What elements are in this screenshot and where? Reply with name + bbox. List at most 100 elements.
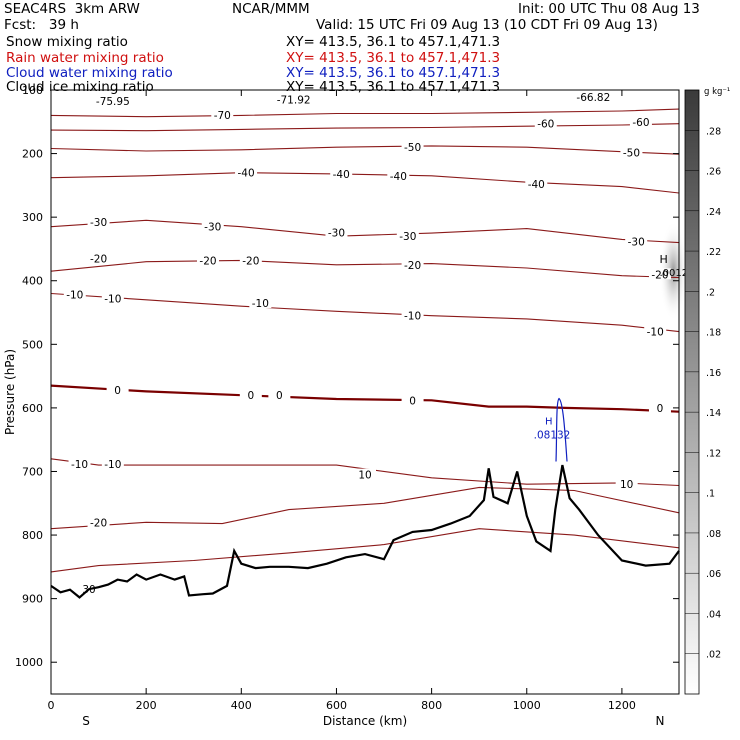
colorbar-tick-label: .06 — [706, 569, 721, 580]
contour-label: -20 — [242, 255, 259, 267]
contour-label: -10 — [66, 290, 83, 302]
temperature-contour-m10 — [50, 292, 680, 333]
y-tick-label: 200 — [22, 148, 43, 161]
contour-label: -50 — [623, 147, 640, 159]
extremum-label: -75.95 — [96, 96, 130, 108]
contour-label-bg — [235, 166, 258, 178]
north-end-label: N — [656, 714, 665, 728]
contour-label-bg — [268, 389, 291, 401]
contour-label-bg — [615, 478, 638, 490]
colorbar-tick-label: .16 — [706, 368, 721, 379]
contour-label-bg — [354, 468, 376, 480]
org-label: NCAR/MMM — [232, 1, 310, 17]
cloud-water-max-value: .08132 — [534, 430, 571, 442]
contour-label-bg — [387, 169, 410, 181]
legend-label-cloud-water: Cloud water mixing ratio — [6, 65, 173, 81]
colorbar-tick-label: .12 — [706, 448, 721, 459]
colorbar-tick-label: .14 — [706, 408, 721, 419]
temperature-contour-m60 — [50, 123, 680, 132]
y-tick-label: 400 — [22, 275, 43, 288]
contour-label: -10 — [252, 298, 269, 310]
south-end-label: S — [82, 714, 90, 728]
colorbar — [684, 89, 700, 695]
contour-label: -20 — [199, 255, 216, 267]
contour-label-bg — [87, 516, 110, 528]
legend-xy-snow: XY= 413.5, 36.1 to 457.1,471.3 — [286, 34, 501, 50]
temperature-contour-30 — [50, 528, 680, 573]
cloud-ice-max-value: .0012 — [659, 268, 688, 279]
contour-label: -30 — [204, 222, 221, 234]
colorbar-tick-label: .28 — [706, 126, 721, 137]
contour-label-bg — [63, 288, 86, 300]
colorbar-tick-label: .22 — [706, 247, 721, 258]
y-tick-label: 100 — [22, 84, 43, 97]
contour-label: -20 — [651, 269, 668, 281]
colorbar-tick-label: .04 — [706, 609, 721, 620]
contour-label-bg — [106, 384, 129, 396]
plot-frame — [50, 89, 680, 695]
x-tick-label: 0 — [48, 699, 55, 712]
y-tick-label: 800 — [22, 529, 43, 542]
temperature-contour-m70 — [50, 108, 680, 118]
y-tick-label: 600 — [22, 402, 43, 415]
y-tick-label: 300 — [22, 211, 43, 224]
legend-xy-rain: XY= 413.5, 36.1 to 457.1,471.3 — [286, 50, 501, 66]
colorbar-tick-label: .2 — [706, 287, 715, 298]
contour-label: -40 — [528, 179, 545, 191]
contour-label: -40 — [333, 169, 350, 181]
x-tick-label: 800 — [421, 699, 442, 712]
contour-label-bg — [68, 457, 91, 469]
y-tick-label: 900 — [22, 593, 43, 606]
contour-label-bg — [525, 178, 548, 190]
colorbar-tick-label: .1 — [706, 489, 715, 500]
contour-label-bg — [401, 394, 424, 406]
contour-label-bg — [211, 108, 234, 120]
contour-label: -30 — [628, 236, 645, 248]
contour-label-bg — [401, 309, 424, 321]
temperature-contour-20 — [50, 486, 680, 530]
contour-label-bg — [644, 325, 667, 337]
contour-label: -40 — [237, 168, 254, 180]
temperature-contour-m50 — [50, 145, 680, 155]
contour-label-bg — [648, 268, 671, 280]
contour-label-bg — [239, 389, 262, 401]
contour-label-bg — [101, 457, 124, 469]
contour-label-bg — [101, 292, 124, 304]
legend-xy-cloud-ice: XY= 413.5, 36.1 to 457.1,471.3 — [286, 79, 501, 95]
x-tick-label: 1000 — [513, 699, 541, 712]
legend-xy-cloud-water: XY= 413.5, 36.1 to 457.1,471.3 — [286, 65, 501, 81]
cloud-ice-shading — [659, 221, 688, 322]
contour-label: -30 — [399, 231, 416, 243]
x-tick-label: 1200 — [608, 699, 636, 712]
legend-label-rain: Rain water mixing ratio — [6, 50, 164, 66]
contour-label: 0 — [276, 390, 283, 402]
contour-label-bg — [239, 254, 262, 266]
temperature-contour-0 — [50, 384, 680, 413]
y-tick-label: 1000 — [15, 656, 43, 669]
y-tick-label: 500 — [22, 338, 43, 351]
contour-label: 0 — [247, 390, 254, 402]
model-title: SEAC4RS 3km ARW — [4, 1, 140, 17]
contour-label: -10 — [104, 459, 121, 471]
contour-label: -60 — [537, 119, 554, 131]
contour-label-bg — [87, 252, 110, 264]
contour-label-bg — [325, 226, 348, 238]
valid-time: Valid: 15 UTC Fri 09 Aug 13 (10 CDT Fri … — [316, 17, 658, 33]
contour-label-bg — [401, 141, 424, 153]
contour-label: -50 — [404, 142, 421, 154]
contour-label: -10 — [404, 311, 421, 323]
colorbar-tick-label: .08 — [706, 529, 721, 540]
extremum-label: -66.82 — [576, 92, 610, 104]
contour-label: 0 — [114, 385, 121, 397]
contour-label-bg — [197, 254, 219, 266]
colorbar-tick-label: .02 — [706, 650, 721, 661]
contour-label: -30 — [90, 217, 107, 229]
x-tick-label: 600 — [326, 699, 347, 712]
extremum-label: -71.92 — [277, 95, 311, 107]
colorbar-unit: g kg⁻¹ — [704, 87, 730, 97]
contour-label: 0 — [657, 403, 664, 415]
contour-label-bg — [201, 220, 224, 232]
colorbar-tick-label: .26 — [706, 167, 721, 178]
contour-label: 10 — [358, 470, 371, 482]
